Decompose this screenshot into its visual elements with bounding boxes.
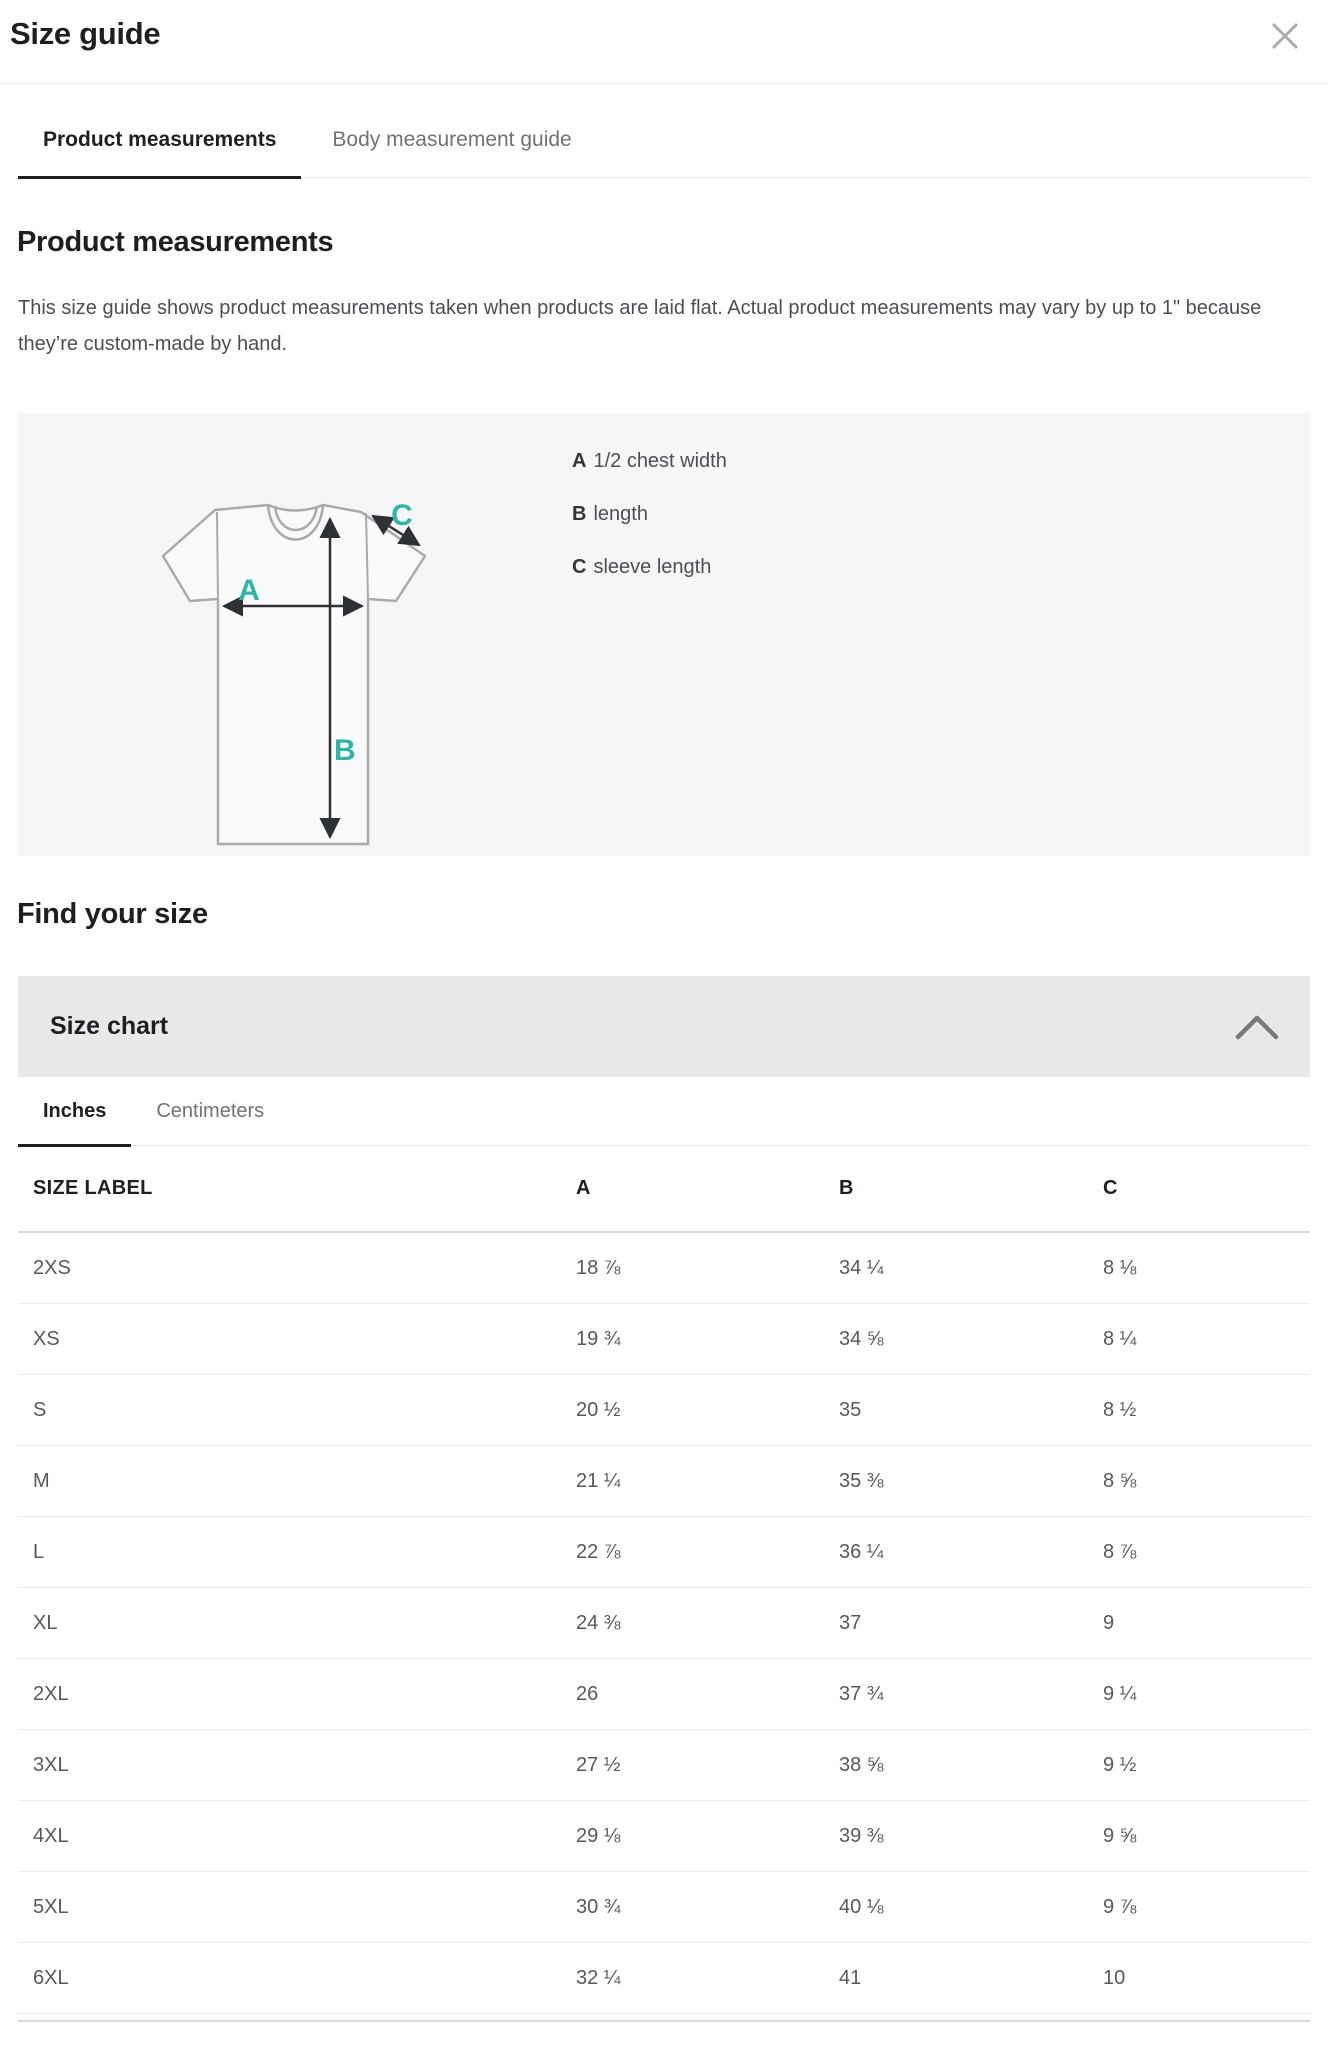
measurement-c-cell: 9 ⅝	[1103, 1824, 1137, 1847]
tshirt-outline	[161, 503, 427, 846]
table-row: M 21 ¼ 35 ⅜ 8 ⅝	[18, 1446, 1310, 1517]
legend-item-a: A 1/2 chest width	[572, 449, 727, 473]
unit-tab-inches[interactable]: Inches	[18, 1077, 132, 1147]
unit-tabs: Inches Centimeters	[18, 1077, 1310, 1147]
size-table: SIZE LABEL A B C 2XS 18 ⅞ 34 ¼ 8 ⅛ XS 19…	[18, 1146, 1310, 2022]
table-row: 5XL 30 ¾ 40 ⅛ 9 ⅞	[18, 1872, 1310, 1943]
arrow-c-sleeve	[371, 514, 421, 547]
sleeve-seams	[216, 511, 369, 600]
table-row: S 20 ½ 35 8 ½	[18, 1375, 1310, 1446]
diagram-label-b: B	[334, 734, 356, 767]
size-chart-collapse-header[interactable]: Size chart	[18, 976, 1310, 1077]
diagram-label-a: A	[238, 574, 260, 607]
measurement-c-cell: 8 ¼	[1103, 1327, 1137, 1350]
modal-header: Size guide	[0, 0, 1328, 84]
measurement-c-cell: 10	[1103, 1966, 1126, 1989]
column-header-a: A	[576, 1177, 591, 1199]
table-row: 2XL 26 37 ¾ 9 ¼	[18, 1659, 1310, 1730]
measurement-a-cell: 29 ⅛	[576, 1824, 621, 1847]
page-title: Size guide	[10, 16, 161, 51]
measurement-a-cell: 27 ½	[576, 1753, 621, 1776]
table-bottom-divider	[18, 2020, 1310, 2022]
legend-key-a: A	[572, 450, 587, 472]
size-guide-tabs: Product measurements Body measurement gu…	[18, 114, 1310, 179]
find-your-size-heading: Find your size	[17, 898, 208, 930]
measurement-c-cell: 9	[1103, 1611, 1115, 1634]
legend-label-c: sleeve length	[593, 556, 712, 578]
tab-body-measurement-guide[interactable]: Body measurement guide	[332, 128, 572, 151]
measurement-c-cell: 9 ½	[1103, 1753, 1137, 1776]
table-row: 6XL 32 ¼ 41 10	[18, 1943, 1310, 2014]
measurement-b-cell: 37	[839, 1611, 862, 1634]
size-label-cell: 2XL	[33, 1682, 69, 1705]
tab-product-measurements[interactable]: Product measurements	[18, 114, 302, 179]
product-measurements-description: This size guide shows product measuremen…	[18, 297, 1262, 355]
size-chart-title: Size chart	[50, 1012, 169, 1040]
product-measurements-heading: Product measurements	[17, 226, 334, 258]
table-row: L 22 ⅞ 36 ¼ 8 ⅞	[18, 1517, 1310, 1588]
measurement-a-cell: 32 ¼	[576, 1966, 621, 1989]
measurement-b-cell: 35	[839, 1398, 862, 1421]
size-label-cell: XS	[33, 1327, 60, 1350]
size-label-cell: 2XS	[33, 1256, 71, 1279]
measurement-b-cell: 38 ⅝	[839, 1753, 884, 1776]
table-row: 3XL 27 ½ 38 ⅝ 9 ½	[18, 1730, 1310, 1801]
measurement-a-cell: 22 ⅞	[576, 1540, 621, 1563]
measurement-a-cell: 26	[576, 1682, 599, 1705]
measurement-a-cell: 20 ½	[576, 1398, 621, 1421]
diagram-label-c: C	[391, 499, 413, 532]
measurement-a-cell: 24 ⅜	[576, 1611, 621, 1634]
tshirt-diagram-svg: A B C	[161, 499, 427, 846]
legend-key-b: B	[572, 503, 587, 525]
measurement-c-cell: 8 ⅛	[1103, 1256, 1137, 1279]
size-label-cell: 4XL	[33, 1824, 69, 1847]
column-header-b: B	[839, 1177, 854, 1199]
close-icon	[1271, 22, 1299, 50]
table-row: XL 24 ⅜ 37 9	[18, 1588, 1310, 1659]
collar-inner	[273, 505, 319, 532]
measurement-b-cell: 37 ¾	[839, 1682, 884, 1705]
table-row: XS 19 ¾ 34 ⅝ 8 ¼	[18, 1304, 1310, 1375]
size-label-cell: 6XL	[33, 1966, 69, 1989]
size-label-cell: M	[33, 1469, 50, 1492]
close-button[interactable]	[1267, 18, 1303, 54]
measurement-b-cell: 40 ⅛	[839, 1895, 884, 1918]
unit-tab-centimeters[interactable]: Centimeters	[156, 1100, 265, 1122]
table-header-row: SIZE LABEL A B C	[18, 1146, 1310, 1233]
size-label-cell: 3XL	[33, 1753, 69, 1776]
column-header-size-label: SIZE LABEL	[33, 1177, 153, 1199]
column-header-c: C	[1103, 1177, 1118, 1199]
size-label-cell: XL	[33, 1611, 58, 1634]
measurement-b-cell: 39 ⅜	[839, 1824, 884, 1847]
measurement-b-cell: 36 ¼	[839, 1540, 884, 1563]
measurement-b-cell: 35 ⅜	[839, 1469, 884, 1492]
chevron-up-icon	[1235, 1015, 1279, 1039]
measurement-c-cell: 9 ⅞	[1103, 1895, 1137, 1918]
measurement-a-cell: 21 ¼	[576, 1469, 621, 1492]
measurement-c-cell: 8 ⅝	[1103, 1469, 1137, 1492]
measurement-b-cell: 34 ¼	[839, 1256, 884, 1279]
measurement-b-cell: 34 ⅝	[839, 1327, 884, 1350]
size-label-cell: S	[33, 1398, 47, 1421]
size-label-cell: L	[33, 1540, 45, 1563]
legend-key-c: C	[572, 556, 587, 578]
measurement-c-cell: 8 ½	[1103, 1398, 1137, 1421]
measurement-c-cell: 9 ¼	[1103, 1682, 1137, 1705]
legend-label-a: 1/2 chest width	[593, 450, 727, 472]
measurement-c-cell: 8 ⅞	[1103, 1540, 1137, 1563]
size-label-cell: 5XL	[33, 1895, 69, 1918]
measurement-a-cell: 30 ¾	[576, 1895, 621, 1918]
measurement-a-cell: 18 ⅞	[576, 1256, 621, 1279]
measurement-b-cell: 41	[839, 1966, 862, 1989]
legend-label-b: length	[593, 503, 648, 525]
table-row: 4XL 29 ⅛ 39 ⅜ 9 ⅝	[18, 1801, 1310, 1872]
measurement-a-cell: 19 ¾	[576, 1327, 621, 1350]
table-row: 2XS 18 ⅞ 34 ¼ 8 ⅛	[18, 1233, 1310, 1304]
